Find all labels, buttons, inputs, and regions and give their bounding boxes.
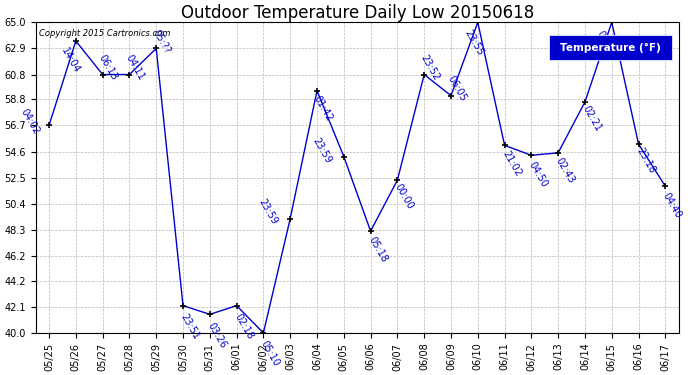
Text: 23:59: 23:59 (257, 197, 279, 226)
Text: 23:51: 23:51 (179, 312, 201, 341)
FancyBboxPatch shape (549, 35, 672, 60)
Text: 04:50: 04:50 (527, 160, 550, 189)
Text: 23:52: 23:52 (418, 53, 441, 82)
Text: 05:18: 05:18 (366, 235, 389, 264)
Text: Copyright 2015 Cartronics.com: Copyright 2015 Cartronics.com (39, 28, 170, 38)
Text: 02:21: 02:21 (595, 28, 618, 58)
Text: 23:18: 23:18 (634, 146, 657, 176)
Text: 02:43: 02:43 (554, 156, 576, 185)
Text: 02:21: 02:21 (580, 104, 603, 133)
Text: 04:11: 04:11 (124, 53, 146, 82)
Text: 06:13: 06:13 (97, 53, 119, 82)
Text: 05:10: 05:10 (259, 339, 282, 368)
Title: Outdoor Temperature Daily Low 20150618: Outdoor Temperature Daily Low 20150618 (181, 4, 534, 22)
Text: 21:02: 21:02 (500, 149, 523, 178)
Text: 00:00: 00:00 (393, 182, 415, 212)
Text: 04:02: 04:02 (19, 107, 41, 136)
Text: 02:18: 02:18 (233, 312, 255, 341)
Text: 05:??: 05:?? (151, 28, 172, 55)
Text: 23:59: 23:59 (310, 136, 333, 166)
Text: Temperature (°F): Temperature (°F) (560, 42, 661, 52)
Text: 06:05: 06:05 (445, 74, 468, 103)
Text: 23:55: 23:55 (462, 28, 485, 58)
Text: 14:04: 14:04 (59, 46, 81, 75)
Text: 03:26: 03:26 (206, 321, 228, 350)
Text: 01:42: 01:42 (311, 94, 334, 123)
Text: 04:40: 04:40 (661, 191, 684, 220)
